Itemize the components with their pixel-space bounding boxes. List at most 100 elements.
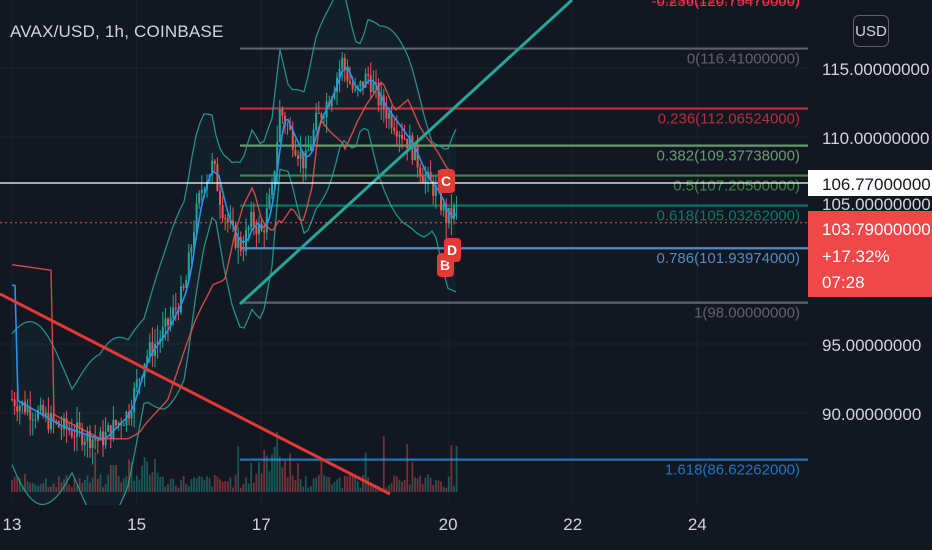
fib-level-label: 0(116.41000000) [687, 51, 800, 68]
volume-bar [193, 477, 195, 492]
volume-bar [291, 475, 294, 492]
candle-body [421, 175, 424, 183]
bar-countdown: 07:28 [822, 273, 865, 292]
candle-body [37, 410, 39, 420]
volume-bar [299, 478, 302, 492]
volume-bar [112, 465, 115, 492]
volume-bar [146, 461, 149, 492]
candle-body [232, 220, 234, 226]
volume-bar [232, 487, 234, 492]
fib-level-label: 1(98.00000000) [694, 305, 800, 322]
descending-trend-line[interactable] [0, 292, 391, 496]
volume-bar [37, 485, 39, 492]
volume-bar [421, 484, 424, 492]
candle-body [96, 439, 99, 441]
horizontal-line-tag [808, 170, 932, 196]
time-tick-label: 15 [127, 515, 146, 534]
volume-bar [255, 473, 258, 492]
candle-body [281, 108, 284, 116]
bollinger-fill [12, 0, 456, 528]
time-axis[interactable]: 13 15 17 20 22 24 [0, 505, 932, 550]
symbol-title[interactable]: AVAX/USD, 1h, COINBASE [10, 22, 224, 41]
candle-body [265, 208, 268, 233]
volume-bar [328, 476, 331, 492]
volume-bar [265, 455, 268, 492]
volume-bar [42, 483, 45, 492]
candle-body [76, 422, 78, 437]
candle-body [341, 57, 344, 69]
candle-body [401, 134, 403, 139]
candle-body [343, 57, 346, 70]
candle-body [190, 247, 193, 253]
candle-body [148, 342, 151, 357]
volume-bar [195, 478, 198, 492]
candle-body [424, 177, 427, 183]
volume-bar [229, 477, 232, 492]
candle-body [122, 425, 125, 427]
candle-body [44, 412, 47, 417]
volume-bar [143, 456, 146, 492]
volume-bar [419, 475, 422, 492]
candle-body [304, 150, 307, 169]
bollinger-lower [11, 127, 457, 528]
candle-body [323, 117, 325, 119]
volume-bar [86, 475, 89, 492]
volume-bar [167, 484, 169, 492]
volume-bar [120, 482, 123, 492]
candle-body [63, 418, 65, 430]
volume-bar [346, 476, 349, 492]
volume-bar [13, 476, 16, 492]
volume-bar [172, 478, 175, 492]
fib-level-label: 0.618(105.03262000) [657, 208, 800, 225]
candle-body [159, 338, 162, 342]
volume-bar [242, 483, 245, 492]
volume-bar [440, 481, 442, 492]
trend-lines[interactable] [0, 0, 808, 496]
candle-body [16, 406, 19, 412]
pattern-marker-label: B [440, 257, 450, 273]
candle-body [315, 112, 318, 130]
volume-bar [385, 487, 388, 492]
fib-level-label: 0.382(109.37738000) [657, 148, 800, 165]
fib-top-label: -0.236(120.75470000) [652, 0, 800, 10]
candle-body [172, 307, 175, 318]
volume-bar [125, 476, 128, 492]
time-axis-background [0, 505, 932, 550]
volume-bar [434, 479, 437, 492]
candle-body [107, 425, 110, 432]
volume-bar [286, 477, 289, 492]
candle-body [24, 401, 26, 413]
volume-bars [11, 432, 458, 492]
volume-bar [245, 477, 247, 492]
volume-bar [89, 482, 91, 492]
candle-body [29, 406, 32, 420]
volume-bar [52, 483, 55, 492]
candle-body [429, 171, 432, 182]
candle-body [133, 387, 136, 413]
candle-body [385, 109, 388, 119]
volume-bar [128, 459, 130, 492]
candle-body [252, 211, 255, 226]
volume-bar [65, 475, 68, 492]
currency-button[interactable]: USD [853, 15, 889, 47]
volume-bar [213, 475, 216, 492]
candle-body [247, 227, 250, 230]
price-tick-label: 115.00000000 [822, 60, 929, 79]
candle-body [70, 431, 73, 437]
candle-body [11, 399, 13, 401]
candle-body [317, 112, 320, 114]
candle-body [320, 113, 323, 119]
price-axis[interactable]: 115.00000000 110.00000000 95.00000000 90.00… [652, 0, 932, 550]
volume-bar [453, 485, 455, 492]
fibonacci-retracement[interactable]: -0.236(120.75470000) 0(116.41000000) 0.236… [240, 0, 808, 479]
ascending-trend-line[interactable] [238, 0, 574, 306]
volume-bar [68, 484, 71, 492]
volume-bar [395, 476, 398, 492]
volume-bar [154, 458, 156, 492]
volume-bar [323, 475, 325, 492]
candle-body [234, 225, 237, 248]
candle-body [310, 146, 312, 151]
candle-body [453, 206, 455, 219]
pattern-marker-label: C [441, 173, 451, 189]
